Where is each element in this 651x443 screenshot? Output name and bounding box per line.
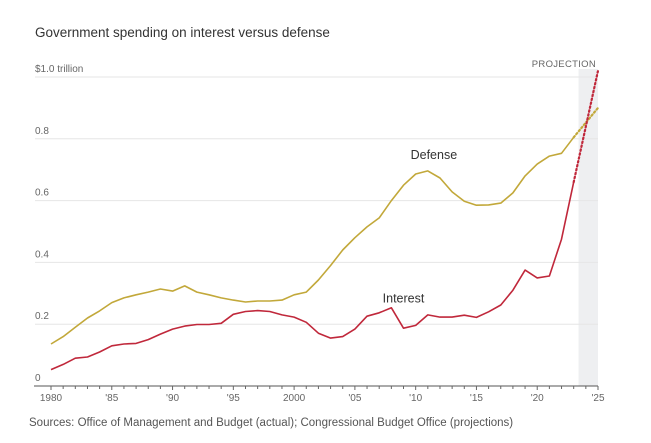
y-tick-label: 0.4 [35, 249, 49, 260]
x-tick-label: '85 [105, 393, 118, 404]
series [50, 69, 600, 371]
interest-series-label: Interest [383, 292, 425, 306]
y-tick-label: 0.8 [35, 126, 49, 137]
sources-note: Sources: Office of Management and Budget… [29, 417, 514, 429]
projection-shade [578, 69, 598, 386]
x-tick-label: 2000 [283, 393, 306, 404]
x-tick-label: '05 [348, 393, 361, 404]
chart-title: Government spending on interest versus d… [35, 25, 330, 40]
x-tick-label: 1980 [40, 393, 63, 404]
x-tick-label: '95 [227, 393, 240, 404]
x-axis: 1980 '85 '90 '95 2000 '05 '10 '15 '20 '25 [34, 385, 605, 404]
x-tick-label: '15 [470, 393, 483, 404]
x-tick-label: '10 [409, 393, 422, 404]
projection-label: PROJECTION [532, 59, 596, 70]
x-tick-label: '25 [591, 393, 604, 404]
interest-line [50, 181, 575, 371]
interest-projection-line [572, 69, 600, 184]
labels: Defense Interest [383, 148, 458, 306]
gridlines: 0 0.2 0.4 0.6 0.8 $1.0 trillion [35, 64, 598, 384]
y-tick-label: 0.2 [35, 311, 49, 322]
defense-line [50, 136, 575, 345]
x-tick-label: '90 [166, 393, 179, 404]
y-tick-label: 0.6 [35, 188, 49, 199]
y-tick-label: 0 [35, 373, 41, 384]
x-tick-label: '20 [531, 393, 544, 404]
projection-area: PROJECTION [532, 59, 598, 386]
defense-series-label: Defense [411, 148, 458, 162]
y-tick-label: $1.0 trillion [35, 64, 83, 75]
